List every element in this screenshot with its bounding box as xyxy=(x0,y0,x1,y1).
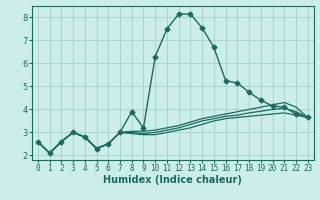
X-axis label: Humidex (Indice chaleur): Humidex (Indice chaleur) xyxy=(103,175,242,185)
